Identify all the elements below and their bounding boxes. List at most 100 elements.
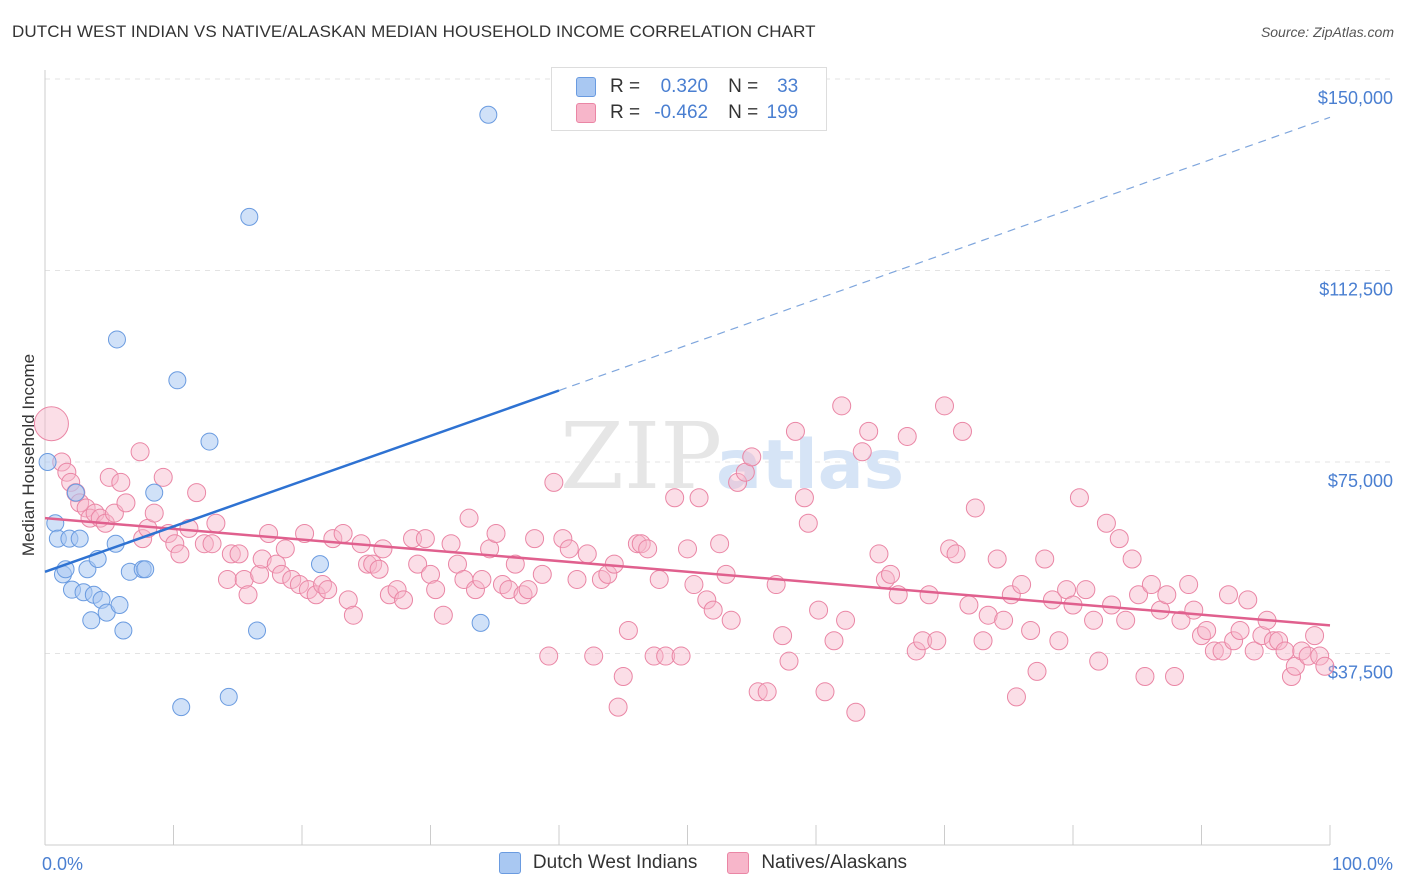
point-natives-alaskans-134 bbox=[919, 585, 939, 605]
point-natives-alaskans-68 bbox=[465, 580, 485, 600]
point-dutch-west-indians-30 bbox=[310, 555, 329, 574]
point-natives-alaskans-158 bbox=[1084, 610, 1104, 630]
point-natives-alaskans-41 bbox=[295, 523, 315, 543]
point-natives-alaskans-75 bbox=[513, 585, 533, 605]
trend-line-dutch-west-indians-extension bbox=[558, 116, 1331, 392]
point-natives-alaskans-181 bbox=[1238, 590, 1258, 610]
point-natives-alaskans-44 bbox=[313, 575, 333, 595]
point-natives-alaskans-171 bbox=[1171, 610, 1191, 630]
point-natives-alaskans-133 bbox=[913, 631, 933, 651]
point-natives-alaskans-40 bbox=[289, 575, 309, 595]
point-natives-alaskans-138 bbox=[946, 544, 966, 564]
point-natives-alaskans-90 bbox=[613, 666, 633, 686]
point-dutch-west-indians-7 bbox=[66, 483, 85, 502]
point-dutch-west-indians-11 bbox=[82, 611, 101, 630]
point-natives-alaskans-63 bbox=[433, 605, 453, 625]
point-natives-alaskans-149 bbox=[1021, 621, 1041, 641]
point-natives-alaskans-35 bbox=[259, 523, 279, 543]
point-natives-alaskans-120 bbox=[815, 682, 835, 702]
point-natives-alaskans-100 bbox=[678, 539, 697, 559]
point-natives-alaskans-169 bbox=[1157, 585, 1177, 605]
point-natives-alaskans-157 bbox=[1076, 580, 1096, 600]
chart-title: DUTCH WEST INDIAN VS NATIVE/ALASKAN MEDI… bbox=[12, 22, 816, 41]
point-natives-alaskans-114 bbox=[773, 626, 793, 646]
point-dutch-west-indians-32 bbox=[479, 105, 498, 124]
y-tick-labels: $37,500 $75,000 $112,500 $150,000 bbox=[1318, 88, 1393, 683]
point-natives-alaskans-98 bbox=[665, 488, 685, 508]
point-natives-alaskans-89 bbox=[608, 697, 628, 717]
point-natives-alaskans-80 bbox=[544, 472, 564, 492]
point-natives-alaskans-36 bbox=[266, 554, 286, 574]
point-natives-alaskans-159 bbox=[1089, 651, 1109, 671]
point-natives-alaskans-97 bbox=[656, 646, 676, 666]
point-natives-alaskans-145 bbox=[994, 610, 1014, 630]
point-natives-alaskans-118 bbox=[798, 513, 818, 533]
point-natives-alaskans-101 bbox=[684, 575, 704, 595]
point-natives-alaskans-31 bbox=[234, 569, 254, 589]
point-natives-alaskans-160 bbox=[1096, 513, 1116, 533]
x-tick-labels: 0.0% 100.0% bbox=[42, 854, 1393, 874]
point-natives-alaskans-182 bbox=[1244, 641, 1264, 661]
point-natives-alaskans-123 bbox=[836, 610, 856, 630]
point-natives-alaskans-143 bbox=[978, 605, 998, 625]
point-natives-alaskans-170 bbox=[1165, 666, 1185, 686]
point-natives-alaskans-43 bbox=[306, 585, 326, 605]
legend-r-label: R = bbox=[610, 102, 641, 123]
point-natives-alaskans-71 bbox=[486, 523, 506, 543]
point-natives-alaskans-140 bbox=[959, 595, 979, 615]
point-natives-alaskans-112 bbox=[757, 682, 777, 702]
point-natives-alaskans-136 bbox=[935, 396, 954, 416]
point-natives-alaskans-27 bbox=[206, 513, 226, 533]
point-natives-alaskans-176 bbox=[1204, 641, 1224, 661]
point-natives-alaskans-188 bbox=[1281, 666, 1301, 686]
legend-r-value: -0.462 bbox=[654, 102, 709, 123]
legend-n-value: 199 bbox=[766, 102, 799, 123]
point-dutch-west-indians-0 bbox=[38, 453, 57, 471]
point-natives-alaskans-76 bbox=[518, 580, 538, 600]
point-natives-alaskans-127 bbox=[869, 544, 889, 564]
point-natives-alaskans-194 bbox=[1315, 656, 1335, 676]
point-natives-alaskans-79 bbox=[539, 646, 559, 666]
point-natives-alaskans-142 bbox=[973, 631, 993, 651]
point-natives-alaskans-82 bbox=[559, 539, 579, 559]
point-natives-alaskans-74 bbox=[505, 554, 525, 574]
legend-label: Dutch West Indians bbox=[532, 852, 698, 873]
point-natives-alaskans-174 bbox=[1192, 626, 1211, 646]
x-tick-label-1: 100.0% bbox=[1332, 854, 1393, 874]
trend-lines bbox=[44, 116, 1331, 627]
trend-line-natives-alaskans bbox=[44, 516, 1331, 627]
point-natives-alaskans-93 bbox=[631, 534, 651, 554]
point-natives-alaskans-144 bbox=[987, 549, 1007, 569]
point-natives-alaskans-119 bbox=[809, 600, 829, 620]
point-natives-alaskans-51 bbox=[358, 554, 378, 574]
point-natives-alaskans-167 bbox=[1141, 575, 1161, 595]
point-natives-alaskans-131 bbox=[897, 426, 917, 446]
point-dutch-west-indians-21 bbox=[136, 560, 155, 579]
point-natives-alaskans-45 bbox=[318, 580, 338, 600]
point-natives-alaskans-192 bbox=[1305, 626, 1325, 646]
point-natives-alaskans-15 bbox=[130, 442, 150, 462]
point-dutch-west-indians-26 bbox=[200, 432, 219, 451]
point-dutch-west-indians-22 bbox=[145, 483, 164, 502]
point-natives-alaskans-48 bbox=[338, 590, 358, 610]
point-natives-alaskans-99 bbox=[671, 646, 691, 666]
point-natives-alaskans-187 bbox=[1275, 641, 1295, 661]
point-natives-alaskans-91 bbox=[618, 621, 638, 641]
point-natives-alaskans-57 bbox=[394, 590, 414, 610]
legend-swatch-blue bbox=[498, 852, 521, 874]
legend-n-label: N = bbox=[728, 76, 759, 97]
point-natives-alaskans-54 bbox=[373, 539, 393, 559]
point-dutch-west-indians-27 bbox=[219, 687, 238, 706]
point-natives-alaskans-162 bbox=[1109, 529, 1129, 549]
point-natives-alaskans-22 bbox=[170, 544, 190, 564]
point-natives-alaskans-173 bbox=[1184, 600, 1204, 620]
point-dutch-west-indians-17 bbox=[110, 595, 129, 614]
point-natives-alaskans-190 bbox=[1292, 641, 1312, 661]
point-natives-alaskans-78 bbox=[532, 564, 552, 584]
point-dutch-west-indians-25 bbox=[172, 698, 191, 717]
point-natives-alaskans-19 bbox=[153, 467, 173, 487]
legend-n-label: N = bbox=[728, 102, 759, 123]
point-natives-alaskans-83 bbox=[567, 569, 587, 589]
legend-swatch-pink bbox=[576, 103, 596, 123]
point-natives-alaskans-103 bbox=[697, 590, 717, 610]
